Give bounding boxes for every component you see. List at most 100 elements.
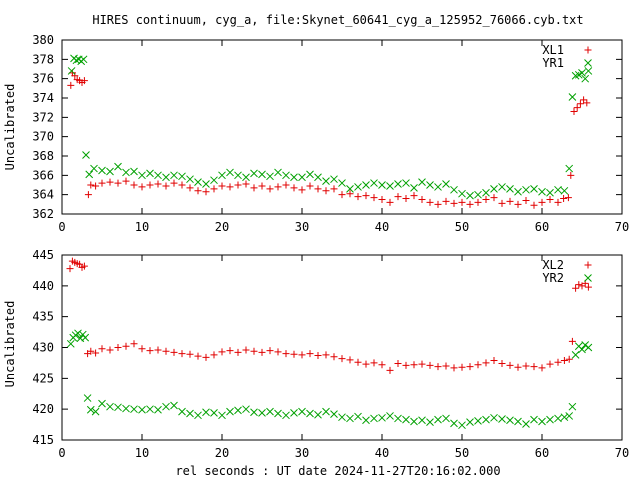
- bottom-yr2-point: [434, 415, 442, 424]
- top-xl1-point: [154, 180, 162, 188]
- top-y-tick-label: 362: [32, 207, 54, 221]
- bottom-xl2-point: [546, 360, 554, 368]
- top-y-tick-label: 376: [32, 72, 54, 86]
- top-yr1-point: [338, 179, 346, 187]
- top-yr1-point: [154, 171, 162, 180]
- bottom-yr2-point: [554, 414, 562, 423]
- bottom-xl2-point: [362, 360, 370, 368]
- top-yr1-point: [426, 181, 434, 189]
- bottom-x-tick-label: 50: [455, 446, 469, 460]
- bottom-y-tick-label: 420: [32, 402, 54, 416]
- bottom-yr2-point: [410, 417, 418, 426]
- bottom-xl2-point: [218, 348, 226, 356]
- top-xl1-point: [426, 198, 434, 206]
- top-xl1-point: [314, 185, 322, 193]
- top-xl1-point: [322, 187, 330, 195]
- bottom-yr2-point: [234, 406, 242, 415]
- bottom-y-tick-label: 430: [32, 341, 54, 355]
- bottom-yr2-point: [565, 412, 574, 420]
- bottom-y-tick-label: 425: [32, 371, 54, 385]
- bottom-yr2-point: [250, 408, 258, 417]
- bottom-xl2-point: [314, 352, 322, 360]
- top-y-tick-label: 378: [32, 52, 54, 66]
- bottom-yr2-point: [386, 412, 394, 420]
- bottom-xl2-point: [122, 342, 130, 350]
- top-yr1-point: [266, 172, 274, 181]
- bottom-xl2-point: [282, 350, 290, 358]
- top-xl1-point: [466, 200, 474, 208]
- bottom-xl2-point: [418, 360, 426, 368]
- top-y-tick-label: 374: [32, 91, 54, 105]
- top-xl1-point: [498, 199, 506, 207]
- bottom-yr2-point: [210, 409, 218, 417]
- bottom-yr2-point: [81, 333, 90, 342]
- top-xl1-point: [67, 81, 75, 89]
- bottom-yr2-point: [98, 399, 106, 408]
- top-y-tick-label: 380: [32, 33, 54, 47]
- bottom-yr2-point: [370, 414, 378, 423]
- bottom-xl2-point: [554, 358, 562, 366]
- bottom-yr2-point: [162, 402, 170, 411]
- bottom-xl2-point: [186, 350, 194, 358]
- top-xl1-point: [583, 99, 591, 107]
- bottom-yr2-point: [466, 418, 474, 426]
- bottom-yr2-point: [442, 414, 450, 423]
- bottom-xl2-point: [482, 359, 490, 367]
- top-xl1-point: [362, 192, 370, 200]
- top-xl1-point: [378, 196, 386, 203]
- bottom-legend-marker-xl2: [584, 261, 592, 269]
- top-x-tick-label: 60: [535, 220, 549, 234]
- bottom-x-tick-label: 10: [135, 446, 149, 460]
- top-yr1-point: [178, 172, 186, 181]
- bottom-x-tick-label: 0: [58, 446, 65, 460]
- bottom-yr2-point: [568, 402, 577, 411]
- top-yr1-point: [274, 168, 282, 177]
- top-yr1-point: [394, 180, 402, 188]
- bottom-xl2-point: [234, 348, 242, 356]
- top-xl1-point: [546, 196, 554, 203]
- top-xl1-point: [274, 183, 282, 191]
- bottom-yr2-point: [402, 415, 410, 424]
- bottom-xl2-point: [298, 351, 306, 359]
- bottom-yr2-point: [170, 401, 178, 410]
- top-xl1-point: [386, 198, 394, 206]
- top-xl1-point: [514, 200, 522, 208]
- top-xl1-point: [186, 184, 194, 192]
- bottom-xl2-point: [146, 347, 154, 355]
- top-yr1-point: [306, 170, 314, 179]
- top-yr1-point: [194, 178, 202, 186]
- bottom-yr2-point: [338, 413, 346, 422]
- bottom-yr2-point: [74, 329, 82, 338]
- top-xl1-point: [450, 199, 458, 207]
- bottom-xl2-point: [130, 340, 138, 348]
- top-legend-label-yr1: YR1: [542, 56, 564, 70]
- bottom-xl2-point: [106, 346, 114, 354]
- top-yr1-point: [530, 185, 538, 193]
- bottom-xl2-point: [87, 347, 95, 355]
- top-yr1-point: [354, 183, 362, 191]
- bottom-yr2-point: [186, 409, 194, 418]
- bottom-xl2-point: [92, 349, 100, 357]
- top-x-tick-label: 0: [58, 220, 65, 234]
- top-yr1-point: [560, 186, 569, 195]
- bottom-xl2-point: [114, 344, 122, 351]
- bottom-xl2-point: [434, 363, 442, 371]
- bottom-xl2-point: [154, 346, 162, 354]
- bottom-yr2-point: [522, 420, 530, 428]
- top-yr1-point: [554, 185, 562, 194]
- bottom-yr2-point: [282, 411, 290, 420]
- bottom-x-tick-label: 20: [215, 446, 229, 460]
- top-yr1-point: [402, 179, 410, 187]
- bottom-yr2-point: [482, 415, 490, 424]
- bottom-x-tick-label: 30: [295, 446, 309, 460]
- top-xl1-point: [162, 182, 170, 190]
- top-xl1-point: [84, 191, 92, 199]
- top-yr1-point: [474, 190, 482, 199]
- top-yr1-point: [450, 185, 458, 194]
- top-xl1-point: [580, 96, 588, 104]
- top-xl1-point: [442, 197, 450, 205]
- bottom-xl2-point: [354, 358, 362, 366]
- top-yr1-point: [410, 184, 418, 192]
- top-xl1-point: [210, 185, 218, 193]
- top-xl1-point: [490, 194, 498, 202]
